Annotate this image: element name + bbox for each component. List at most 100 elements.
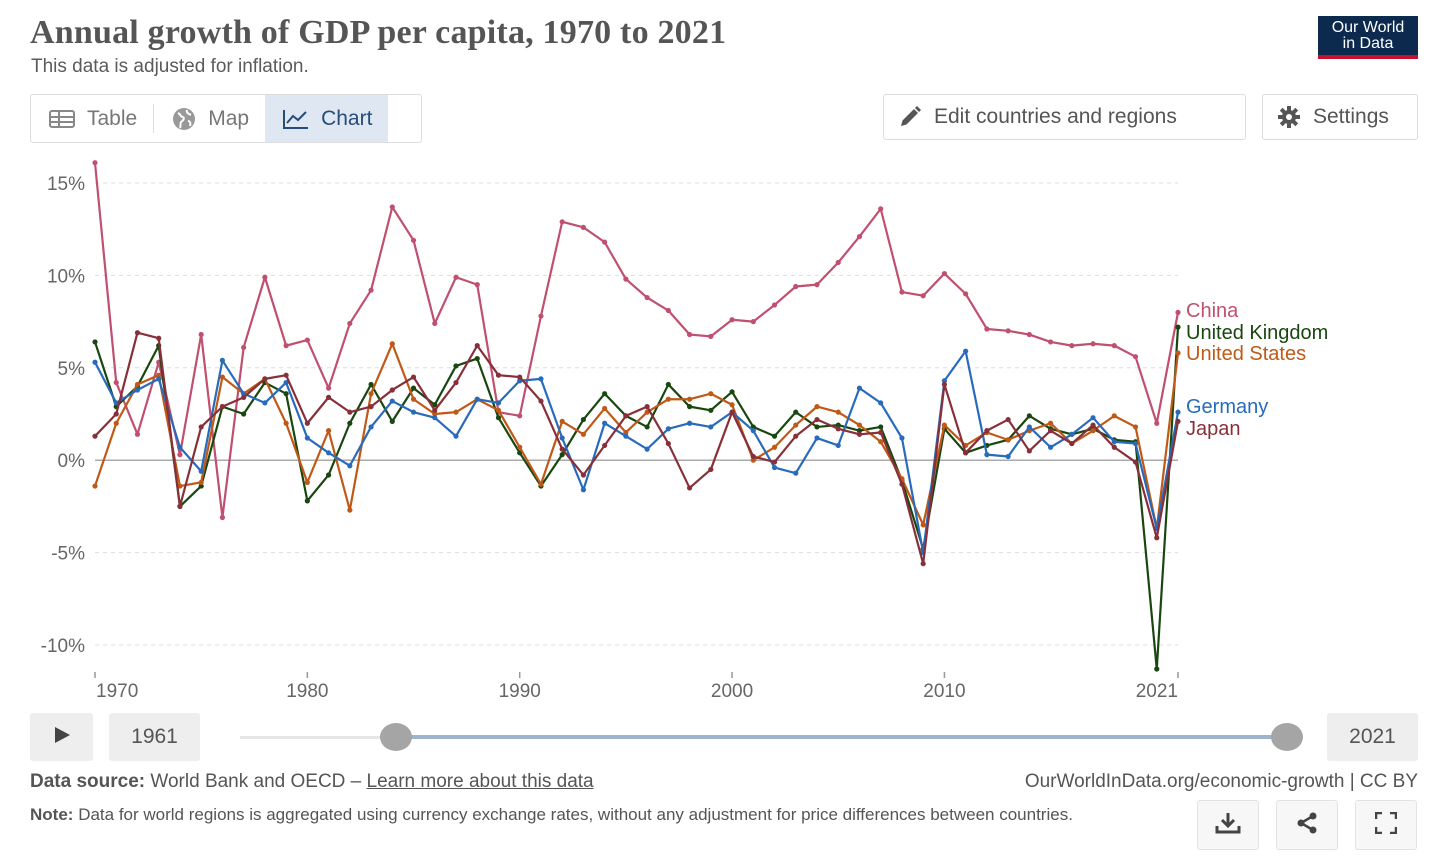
edit-countries-button[interactable]: Edit countries and regions <box>883 94 1246 140</box>
data-point <box>878 400 884 406</box>
data-point <box>304 337 310 343</box>
data-point <box>1175 418 1181 424</box>
data-point <box>729 402 735 408</box>
line-chart: 15% 10% 5% 0% -5% -10% 1970 1980 1990 2000 2010 202… <box>41 160 1328 702</box>
data-point <box>1005 437 1011 443</box>
data-point <box>113 411 119 417</box>
data-point <box>1005 453 1011 460</box>
data-point <box>644 404 650 410</box>
download-button[interactable] <box>1197 800 1259 850</box>
data-point <box>283 343 289 349</box>
start-year-label: 1961 <box>109 713 200 761</box>
data-point <box>1026 448 1032 454</box>
data-point <box>1132 354 1139 360</box>
settings-label: Settings <box>1313 105 1389 128</box>
data-point <box>92 483 98 489</box>
data-point <box>474 396 480 402</box>
data-point <box>878 439 884 445</box>
data-point <box>325 450 332 456</box>
data-point <box>474 355 480 362</box>
data-point <box>432 320 438 327</box>
data-point <box>793 283 799 290</box>
series-line-china <box>93 162 1180 519</box>
chart-title: Annual growth of GDP per capita, 1970 to… <box>30 14 727 51</box>
data-point <box>538 313 544 319</box>
data-point <box>368 424 374 430</box>
data-point <box>304 420 310 426</box>
data-point <box>410 385 417 391</box>
data-point <box>495 415 502 421</box>
data-point <box>580 431 587 437</box>
data-point <box>1175 309 1181 315</box>
table-icon <box>49 109 75 128</box>
data-point <box>708 333 714 339</box>
data-point <box>538 481 544 487</box>
data-point <box>963 291 969 297</box>
data-point <box>941 378 948 384</box>
fullscreen-button[interactable] <box>1355 800 1417 850</box>
start-handle[interactable] <box>380 723 412 751</box>
data-point <box>1069 440 1075 447</box>
data-point <box>113 400 119 406</box>
data-point <box>1026 331 1032 338</box>
view-tabs: Table Map Chart <box>30 94 422 143</box>
data-point <box>1090 422 1096 428</box>
data-point <box>878 429 884 436</box>
data-point <box>219 357 226 364</box>
tab-chart[interactable]: Chart <box>265 95 389 142</box>
data-point <box>1111 439 1117 445</box>
data-point <box>304 498 310 504</box>
data-point <box>432 407 438 413</box>
learn-more-link[interactable]: Learn more about this data <box>366 771 594 792</box>
end-year-label: 2021 <box>1327 713 1418 761</box>
data-point <box>623 433 629 439</box>
end-handle[interactable] <box>1271 723 1303 751</box>
play-icon <box>52 725 72 750</box>
data-point <box>856 428 863 434</box>
settings-button[interactable]: Settings <box>1262 94 1418 140</box>
tab-table[interactable]: Table <box>31 95 153 142</box>
data-point <box>198 331 204 338</box>
data-point <box>750 428 756 434</box>
data-point <box>559 452 565 458</box>
data-point <box>495 372 502 378</box>
play-button[interactable] <box>30 713 93 761</box>
data-point <box>495 400 502 406</box>
data-point <box>262 400 268 406</box>
series-line-united-kingdom <box>93 327 1180 671</box>
x-tick-label: 2010 <box>923 681 965 702</box>
data-point <box>984 428 990 434</box>
data-point <box>559 418 565 424</box>
data-point <box>156 376 162 382</box>
logo-line-1: Our World <box>1331 19 1405 36</box>
data-point <box>92 433 98 439</box>
data-point <box>325 472 332 478</box>
data-point <box>708 407 714 413</box>
data-point <box>771 459 778 465</box>
data-point <box>814 424 820 430</box>
tab-chart-label: Chart <box>321 106 373 130</box>
data-point <box>856 422 863 428</box>
data-point <box>835 422 841 428</box>
data-point <box>389 204 395 210</box>
data-point <box>368 391 374 397</box>
share-button[interactable] <box>1276 800 1338 850</box>
series-line-germany <box>94 350 1180 554</box>
y-tick-label: -5% <box>51 544 85 565</box>
data-point <box>198 479 204 485</box>
data-point <box>1090 341 1096 347</box>
download-icon <box>1215 811 1241 840</box>
data-point <box>517 444 523 450</box>
data-point <box>283 372 289 378</box>
data-point <box>602 442 608 449</box>
data-point <box>198 483 204 489</box>
data-point <box>814 416 820 423</box>
data-point <box>920 522 926 528</box>
tab-map[interactable]: Map <box>154 95 265 142</box>
timeline-selected-range <box>396 735 1286 739</box>
data-point <box>474 282 480 288</box>
data-point <box>665 396 671 402</box>
owid-logo[interactable]: Our World in Data <box>1318 16 1418 59</box>
data-point <box>410 237 417 243</box>
line-chart-icon <box>283 109 309 129</box>
